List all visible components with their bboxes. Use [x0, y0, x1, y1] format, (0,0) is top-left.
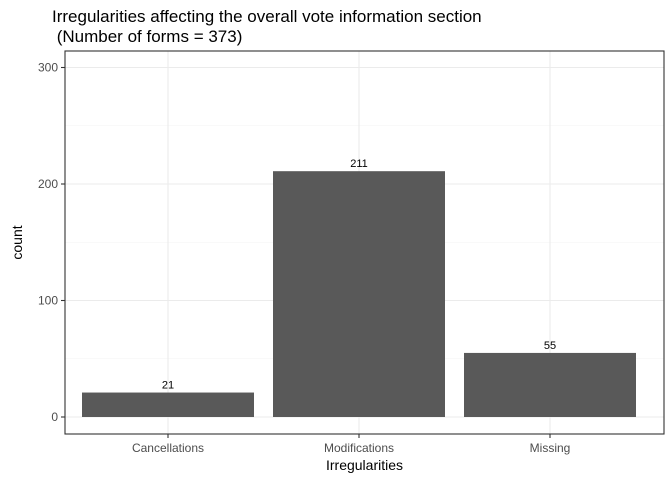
data-label-missing: 55	[544, 340, 556, 352]
y-tick-label: 0	[51, 410, 58, 424]
data-label-modifications: 211	[350, 158, 368, 170]
chart-title-line-1: Irregularities affecting the overall vot…	[52, 7, 482, 26]
x-axis-title: Irregularities	[326, 457, 403, 473]
bars	[82, 171, 636, 417]
y-tick-label: 300	[38, 61, 58, 75]
data-label-cancellations: 21	[162, 380, 174, 392]
y-axis-title: count	[9, 225, 25, 259]
data-labels: 21 211 55	[162, 158, 556, 391]
y-tick-label: 100	[38, 294, 58, 308]
x-tick-label: Modifications	[324, 441, 394, 455]
x-axis: Cancellations Modifications Missing	[132, 434, 570, 455]
y-tick-label: 200	[38, 177, 58, 191]
bar-cancellations	[82, 392, 254, 417]
panel-border	[64, 50, 665, 435]
y-axis: 0 100 200 300	[38, 61, 65, 424]
bar-missing	[464, 352, 636, 417]
chart-title-line-2: (Number of forms = 373)	[52, 27, 242, 46]
x-tick-label: Missing	[530, 441, 571, 455]
bar-modifications	[273, 171, 445, 417]
x-tick-label: Cancellations	[132, 441, 204, 455]
